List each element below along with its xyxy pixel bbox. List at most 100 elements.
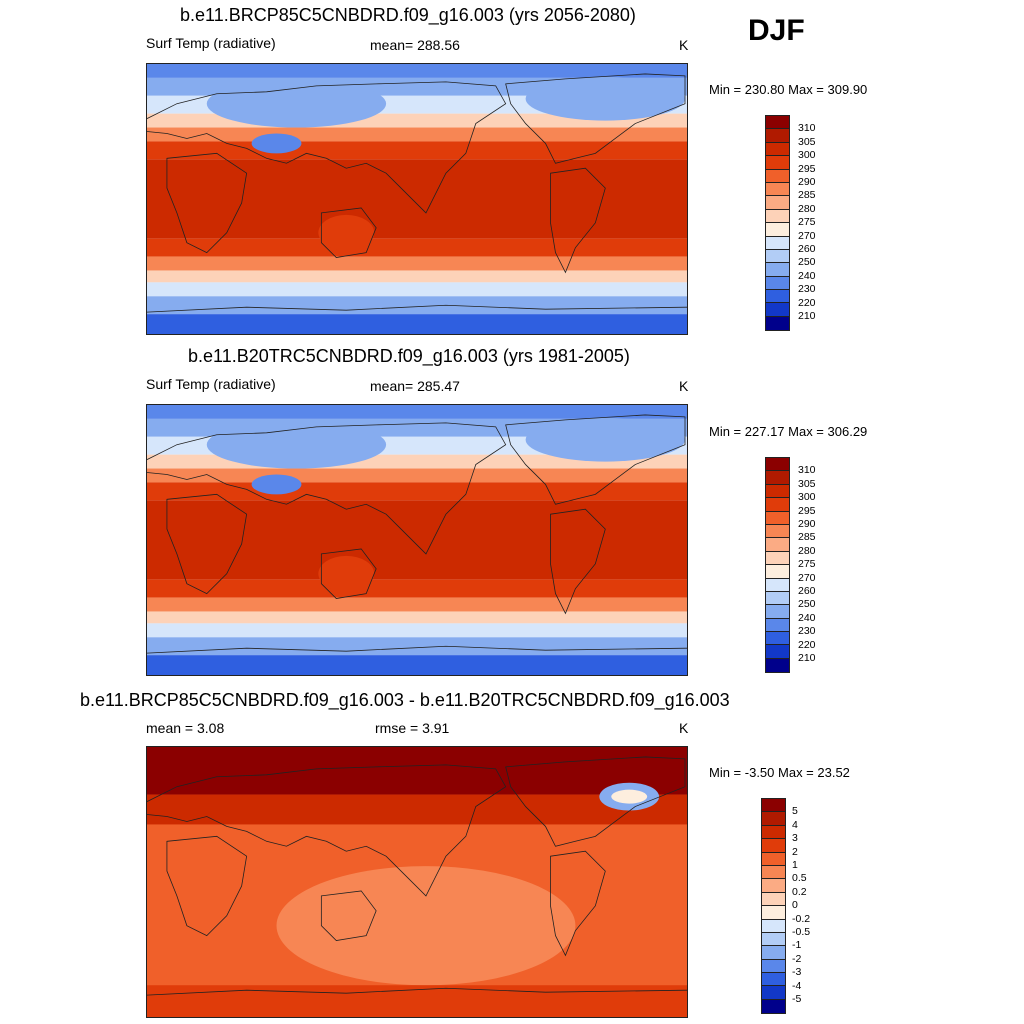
panel-3-title: b.e11.BRCP85C5CNBDRD.f09_g16.003 - b.e11… bbox=[80, 690, 730, 710]
colorbar-swatch bbox=[766, 156, 789, 170]
temperature-band bbox=[147, 655, 687, 675]
colorbar-swatch bbox=[766, 551, 789, 566]
panel-2-colorbar bbox=[765, 457, 790, 674]
temperature-band bbox=[147, 579, 687, 598]
colorbar-label: 275 bbox=[798, 216, 816, 229]
cold-region bbox=[206, 420, 387, 469]
colorbar-label: 310 bbox=[798, 464, 816, 477]
colorbar-swatch bbox=[766, 196, 789, 210]
temperature-band bbox=[147, 314, 687, 334]
colorbar-label: 260 bbox=[798, 243, 816, 255]
colorbar-swatch bbox=[766, 484, 789, 499]
colorbar-swatch bbox=[766, 578, 789, 592]
panel-2-minmax: Min = 227.17 Max = 306.29 bbox=[709, 424, 868, 439]
colorbar-label: 240 bbox=[798, 611, 816, 624]
panel-2-title: b.e11.B20TRC5CNBDRD.f09_g16.003 (yrs 198… bbox=[188, 346, 630, 366]
colorbar-swatch bbox=[766, 605, 789, 619]
colorbar-swatch bbox=[762, 839, 785, 853]
colorbar-label: 260 bbox=[798, 585, 816, 597]
cooling-region bbox=[611, 789, 648, 804]
colorbar-label: 290 bbox=[798, 518, 816, 530]
coastline bbox=[320, 890, 377, 941]
colorbar-swatch bbox=[762, 946, 785, 960]
colorbar-label: -5 bbox=[792, 993, 802, 1005]
temperature-band bbox=[147, 282, 687, 297]
panel-2-map bbox=[146, 404, 688, 676]
temperature-band bbox=[147, 623, 687, 638]
colorbar-swatch bbox=[762, 959, 785, 974]
colorbar-swatch bbox=[766, 538, 789, 552]
colorbar-label: 295 bbox=[798, 162, 816, 175]
colorbar-label: -1 bbox=[792, 939, 802, 952]
coastline bbox=[147, 764, 507, 897]
colorbar-label: 250 bbox=[798, 256, 816, 269]
colorbar-label: 285 bbox=[798, 189, 816, 202]
temperature-band bbox=[147, 159, 687, 239]
colorbar-label: 270 bbox=[798, 229, 816, 242]
temperature-band bbox=[147, 637, 687, 656]
colorbar-swatch bbox=[762, 986, 785, 1000]
coastline bbox=[166, 835, 248, 937]
colorbar-label: 280 bbox=[798, 544, 816, 557]
panel-1-minmax: Min = 230.80 Max = 309.90 bbox=[709, 82, 868, 97]
temperature-band bbox=[147, 296, 687, 315]
panel-3-colorbar bbox=[761, 798, 786, 1015]
panel-1-map bbox=[146, 63, 688, 335]
colorbar-swatch bbox=[762, 812, 785, 826]
colorbar-label: 3 bbox=[792, 832, 798, 845]
map-field bbox=[147, 747, 687, 1017]
colorbar-swatch bbox=[766, 303, 789, 317]
colorbar-label: 0.2 bbox=[792, 885, 807, 898]
colorbar-swatch bbox=[766, 471, 789, 485]
colorbar-label: 290 bbox=[798, 176, 816, 188]
colorbar-swatch bbox=[766, 263, 789, 277]
colorbar-label: 280 bbox=[798, 202, 816, 215]
colorbar-swatch bbox=[762, 825, 785, 840]
high-warming-region bbox=[147, 747, 687, 795]
colorbar-swatch bbox=[766, 524, 789, 539]
colorbar-swatch bbox=[766, 658, 789, 673]
coastline bbox=[550, 167, 606, 274]
colorbar-swatch bbox=[766, 511, 789, 525]
coastline bbox=[320, 548, 377, 599]
coastline bbox=[147, 81, 507, 214]
colorbar-swatch bbox=[766, 182, 789, 197]
panel-3-minmax: Min = -3.50 Max = 23.52 bbox=[709, 765, 850, 780]
colorbar-label: -2 bbox=[792, 952, 802, 965]
coastline bbox=[166, 493, 248, 595]
colorbar-swatch bbox=[762, 799, 785, 813]
colorbar-label: 295 bbox=[798, 504, 816, 517]
colorbar-swatch bbox=[766, 565, 789, 579]
panel-2-variable-label: Surf Temp (radiative) bbox=[146, 376, 276, 392]
colorbar-label: 300 bbox=[798, 491, 816, 504]
temperature-band bbox=[147, 270, 687, 283]
colorbar-label: 210 bbox=[798, 310, 816, 322]
panel-1-mean-label: mean= 288.56 bbox=[370, 37, 460, 53]
temperature-band bbox=[147, 597, 687, 612]
temperature-band bbox=[147, 127, 687, 142]
colorbar-label: 1 bbox=[792, 859, 798, 871]
warm-region bbox=[318, 214, 375, 251]
colorbar-swatch bbox=[766, 316, 789, 331]
warming-region bbox=[147, 794, 687, 825]
colorbar-label: 285 bbox=[798, 531, 816, 544]
temperature-band bbox=[147, 611, 687, 624]
cold-region bbox=[206, 79, 387, 128]
colorbar-label: 250 bbox=[798, 598, 816, 611]
coastline bbox=[320, 207, 377, 258]
colorbar-swatch bbox=[766, 116, 789, 130]
warm-region bbox=[318, 555, 375, 592]
colorbar-label: 310 bbox=[798, 122, 816, 135]
coastline bbox=[505, 414, 686, 505]
colorbar-label: 270 bbox=[798, 571, 816, 584]
colorbar-swatch bbox=[762, 852, 785, 866]
panel-3-units: K bbox=[679, 720, 689, 736]
colorbar-swatch bbox=[766, 645, 789, 659]
coastline bbox=[147, 987, 687, 996]
colorbar-swatch bbox=[762, 919, 785, 933]
colorbar-label: 230 bbox=[798, 625, 816, 638]
colorbar-label: 300 bbox=[798, 149, 816, 162]
cold-region bbox=[251, 474, 302, 495]
colorbar-label: 220 bbox=[798, 296, 816, 309]
temperature-band bbox=[147, 238, 687, 257]
